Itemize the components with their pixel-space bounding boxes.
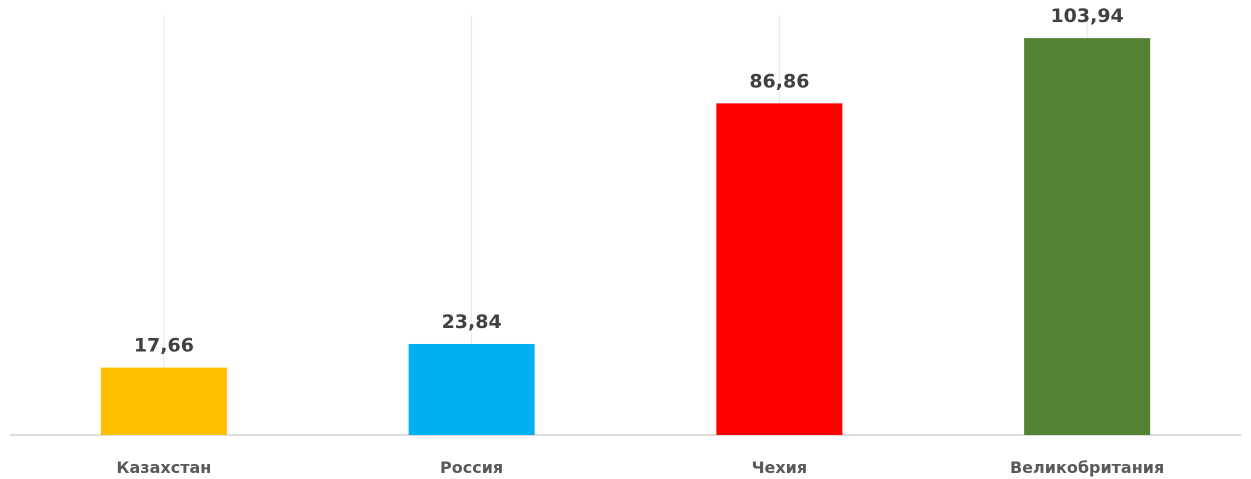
category-label-3: Великобритания [1010,458,1164,477]
value-label-1: 23,84 [442,311,502,333]
category-labels: Казахстан Россия Чехия Великобритания [116,458,1164,477]
bar-0 [100,367,227,435]
category-label-0: Казахстан [116,458,211,477]
value-label-0: 17,66 [134,335,194,357]
value-labels: 17,66 23,84 86,86 103,94 [134,5,1124,356]
category-label-1: Россия [440,458,503,477]
bar-2 [716,103,843,436]
value-label-3: 103,94 [1050,5,1123,27]
gridlines [163,15,1088,435]
bars [100,38,1151,436]
bar-3 [1024,38,1151,435]
bar-1 [408,343,535,435]
value-label-2: 86,86 [749,70,809,92]
category-label-2: Чехия [752,458,808,477]
